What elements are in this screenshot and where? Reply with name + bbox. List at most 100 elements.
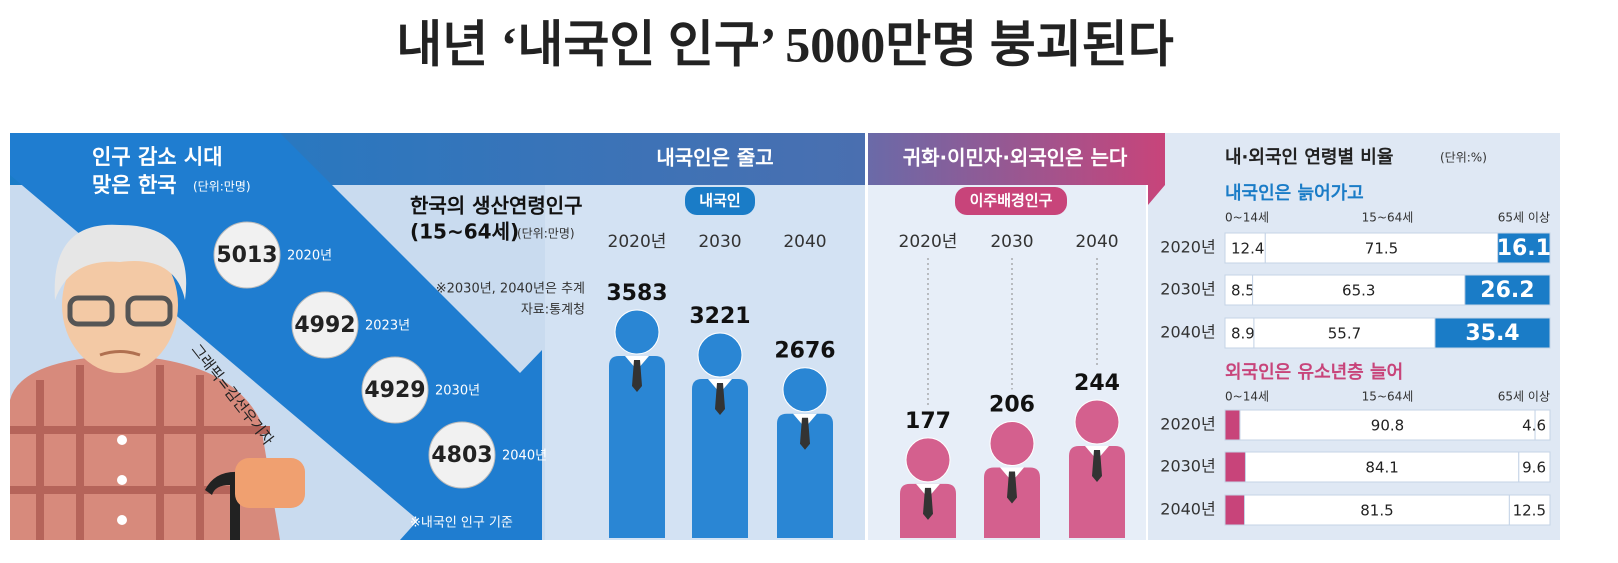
bar-segment — [1534, 409, 1551, 441]
chart-subtitle: 외국인은 유소년층 늘어 — [1225, 362, 1403, 383]
value-label: 244 — [1074, 371, 1120, 396]
category-label: 2030 — [698, 232, 741, 252]
bubble — [213, 221, 281, 289]
bar-segment — [1244, 451, 1520, 483]
category-label: 2020년 — [899, 232, 958, 252]
tie — [1092, 450, 1102, 482]
value-label: 16.1 — [1497, 236, 1551, 261]
category-label: 2020년 — [287, 249, 332, 264]
category-label: 2040년 — [502, 449, 547, 464]
bar-segment — [1224, 494, 1245, 526]
value-label: 65.3 — [1342, 282, 1375, 300]
value-label: 90.8 — [1371, 417, 1404, 435]
illustration — [10, 224, 305, 540]
value-label: 55.7 — [1328, 325, 1361, 343]
bar-head — [614, 309, 660, 355]
bar-segment — [1252, 274, 1466, 306]
legend-label: 15~64세 — [1362, 211, 1414, 225]
bubble — [361, 356, 429, 424]
value-label: 35.4 — [1465, 321, 1519, 346]
note: 자료:통계청 — [521, 303, 585, 318]
bar-segment — [1244, 494, 1510, 526]
bar — [777, 413, 833, 538]
bar-head — [905, 437, 951, 483]
bar-head — [1074, 399, 1120, 445]
bar-head — [697, 332, 743, 378]
value-label: 9.6 — [1522, 459, 1546, 477]
bar-segment — [1224, 451, 1246, 483]
category-label: 2023년 — [365, 319, 410, 334]
value-label: 8.9 — [1231, 325, 1255, 343]
backgrounds — [10, 133, 1560, 540]
bar-head — [989, 420, 1035, 466]
unit-label: (단위:만명) — [517, 227, 575, 241]
tie — [923, 487, 933, 520]
bar-segment — [1224, 409, 1241, 441]
bar — [1069, 446, 1125, 538]
legend-label: 15~64세 — [1362, 390, 1414, 404]
chart-subtitle: 내국인은 늙어가고 — [1225, 183, 1364, 204]
chart-subtitle: (15~64세) — [410, 220, 519, 244]
bar-segment — [1224, 274, 1254, 306]
bar-head — [782, 367, 828, 413]
banner: 귀화·이민자·외국인은 는다 — [903, 146, 1128, 170]
chart-subtitle: 맞은 한국 — [92, 173, 177, 197]
tie — [800, 417, 810, 450]
category-label: 2040 — [783, 232, 826, 252]
note: ※내국인 인구 기준 — [410, 516, 513, 531]
bar — [692, 379, 748, 538]
value-label: 3583 — [606, 281, 667, 306]
category-label: 2030년 — [1160, 457, 1215, 476]
legend-label: 내국인 — [699, 192, 740, 210]
value-label: 12.5 — [1513, 502, 1546, 520]
value-label: 84.1 — [1365, 459, 1398, 477]
value-label: 3221 — [689, 304, 750, 329]
bar-segment — [1508, 494, 1551, 526]
chart-title: 한국의 생산연령인구 — [410, 194, 583, 218]
unit-label: (단위:%) — [1440, 151, 1487, 165]
value-label: 8.5 — [1231, 282, 1255, 300]
chart-title: 인구 감소 시대 — [92, 145, 223, 169]
unit-label: (단위:만명) — [193, 180, 251, 194]
category-label: 2040 — [1075, 232, 1118, 252]
value-label: 2676 — [774, 339, 835, 364]
category-label: 2030년 — [435, 384, 480, 399]
tie — [715, 383, 725, 416]
value-label: 4.6 — [1522, 417, 1546, 435]
category-label: 2030 — [990, 232, 1033, 252]
legend-label: 이주배경인구 — [970, 192, 1053, 210]
value-label: 4929 — [364, 378, 425, 403]
note: ※2030년, 2040년은 추계 — [436, 282, 585, 297]
chart-title: 내·외국인 연령별 비율 — [1225, 147, 1393, 168]
value-label: 12.4 — [1231, 240, 1264, 258]
bar-segment — [1434, 317, 1551, 349]
value-label: 206 — [989, 392, 1035, 417]
category-label: 2020년 — [1160, 415, 1215, 434]
value-label: 4803 — [431, 443, 492, 468]
headline: 내년 ‘내국인 인구’ 5000만명 붕괴된다 — [396, 16, 1174, 72]
bar-segment — [1497, 232, 1551, 264]
category-label: 2020년 — [608, 232, 667, 252]
category-label: 2020년 — [1160, 238, 1215, 257]
category-label: 2030년 — [1160, 280, 1215, 299]
bar — [609, 356, 665, 538]
category-label: 2040년 — [1160, 323, 1215, 342]
value-label: 5013 — [216, 243, 277, 268]
bar-segment — [1264, 232, 1499, 264]
bubble — [291, 291, 359, 359]
legend-label: 0~14세 — [1225, 390, 1269, 404]
tie — [632, 360, 642, 392]
banner: 내국인은 줄고 — [656, 146, 773, 170]
value-label: 81.5 — [1360, 502, 1393, 520]
tie — [1007, 471, 1017, 504]
bar-segment — [1518, 451, 1551, 483]
bar-segment — [1253, 317, 1436, 349]
bar-segment — [1464, 274, 1551, 306]
bar-segment — [1239, 409, 1536, 441]
legend-label: 0~14세 — [1225, 211, 1269, 225]
value-label: 4992 — [294, 313, 355, 338]
legend-label: 65세 이상 — [1498, 211, 1550, 225]
legend-label: 65세 이상 — [1498, 390, 1550, 404]
category-label: 2040년 — [1160, 500, 1215, 519]
